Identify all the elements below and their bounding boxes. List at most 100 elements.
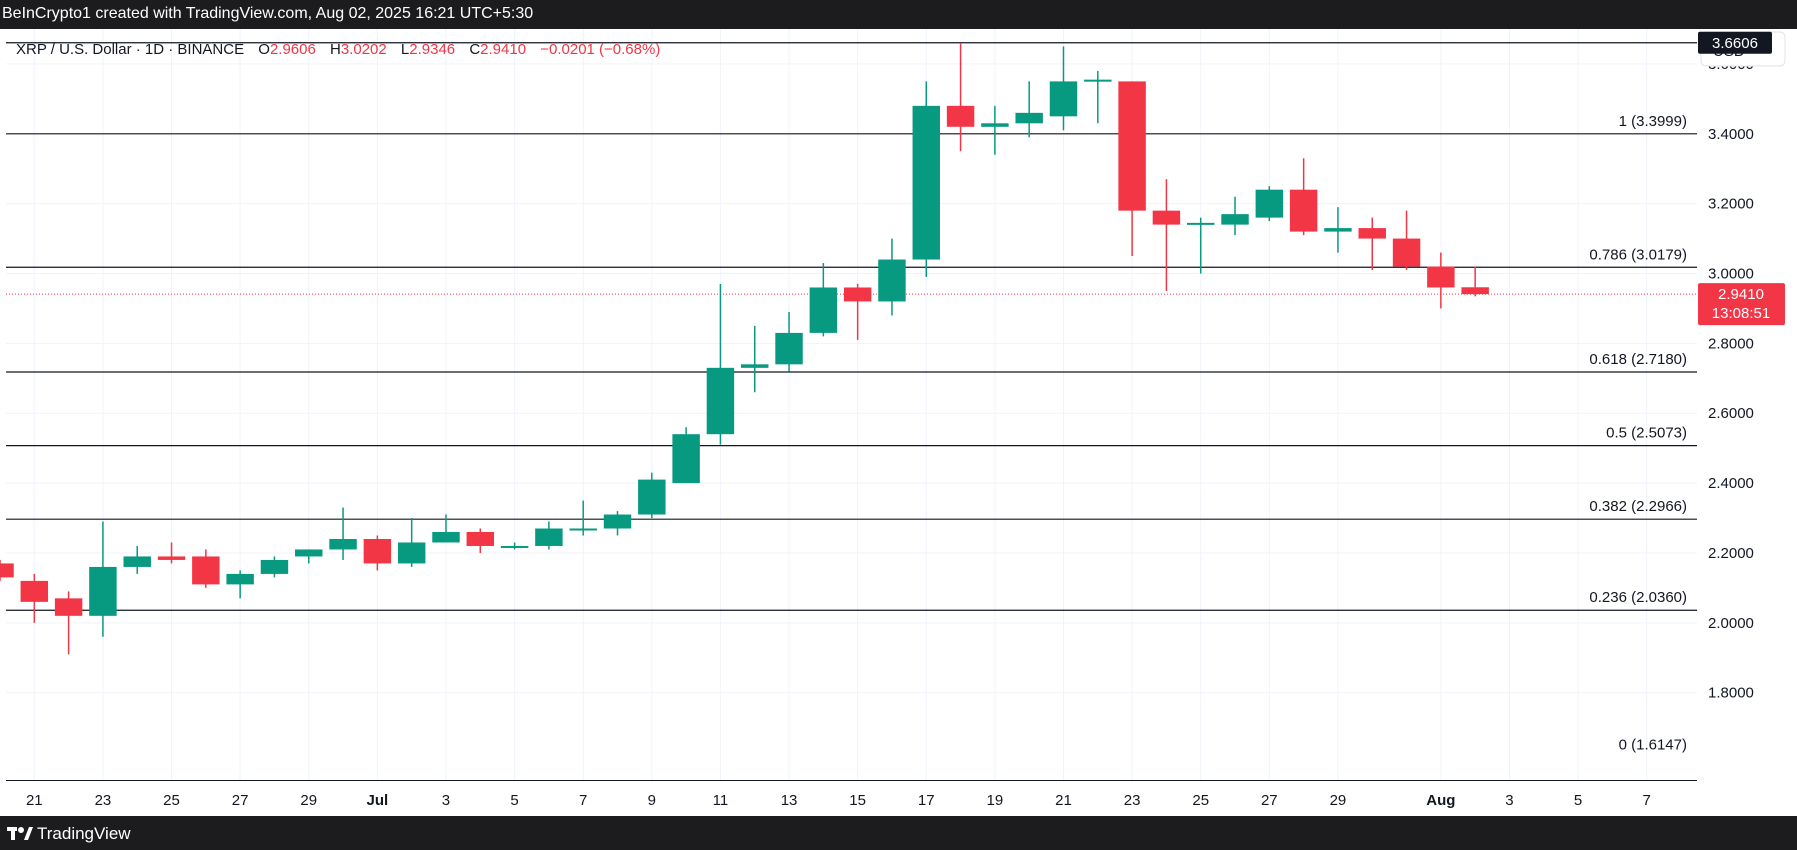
open-label: O <box>258 41 270 58</box>
candle <box>981 105 1009 155</box>
fib-level-label: 0.786 (3.0179) <box>1589 246 1687 263</box>
candle <box>946 42 975 152</box>
y-tick-label: 2.0000 <box>1708 615 1754 632</box>
candlestick-chart[interactable]: 1 (3.3999) 0.786 (3.0179) 0.618 (2.7180) 0.… <box>0 29 1797 816</box>
candle <box>1221 196 1249 236</box>
y-tick-label: 3.2000 <box>1708 196 1754 213</box>
close-value: 2.9410 <box>480 41 526 58</box>
candle-body <box>878 259 906 302</box>
fib-levels: 1 (3.3999) 0.786 (3.0179) 0.618 (2.7180) 0.… <box>6 42 1697 753</box>
tradingview-logo-icon <box>7 827 33 840</box>
candle-body <box>775 332 803 365</box>
change-value: −0.0201 (−0.68%) <box>540 41 660 58</box>
x-tick-label: 21 <box>1055 792 1072 809</box>
candle-body <box>638 479 666 515</box>
candle-body <box>1324 228 1352 232</box>
candle-body <box>89 566 117 616</box>
last-price-tag: 2.9410 13:08:51 <box>1698 283 1785 326</box>
candle <box>397 518 426 567</box>
fib-level-label: 0.5 (2.5073) <box>1606 425 1687 442</box>
x-tick-label: 27 <box>232 792 249 809</box>
high-label: H <box>330 41 341 58</box>
candle-body <box>123 556 151 567</box>
x-tick-label: Jul <box>367 792 389 809</box>
candle-body <box>1255 189 1284 218</box>
chart-credit: BeInCrypto1 created with TradingView.com… <box>2 5 534 22</box>
open-value: 2.9606 <box>270 41 316 58</box>
candle <box>1186 217 1215 274</box>
candle <box>775 311 803 372</box>
candle <box>1289 158 1318 236</box>
candle <box>1324 207 1352 253</box>
y-tick-label: 2.2000 <box>1708 545 1754 562</box>
chart-area[interactable]: 1 (3.3999) 0.786 (3.0179) 0.618 (2.7180) 0.… <box>0 29 1797 816</box>
candle <box>741 325 769 393</box>
fib-level-label: 1 (3.3999) <box>1619 113 1687 130</box>
fib-level-label: 0 (1.6147) <box>1619 736 1687 753</box>
branding-bar: TradingView <box>0 816 1797 850</box>
candle <box>1084 70 1112 124</box>
candle-body <box>946 105 975 127</box>
candle <box>226 570 254 599</box>
candle-body <box>1427 266 1455 288</box>
candle <box>878 238 906 316</box>
candle-body <box>981 123 1009 127</box>
symbol-name: XRP / U.S. Dollar · 1D · BINANCE <box>16 41 244 58</box>
x-tick-label: 5 <box>1574 792 1582 809</box>
candle <box>89 521 117 637</box>
candle-body <box>432 531 460 543</box>
fib-level-label: 0.236 (2.0360) <box>1589 589 1687 606</box>
candle-body <box>260 559 289 574</box>
y-tick-label: 2.4000 <box>1708 475 1754 492</box>
x-tick-label: 3 <box>442 792 450 809</box>
countdown-label: 13:08:51 <box>1712 305 1770 322</box>
candle-body <box>20 580 49 602</box>
y-tick-label: 2.8000 <box>1708 335 1754 352</box>
candle-body <box>500 545 529 548</box>
high-price-tag: 3.6606 <box>1698 31 1772 54</box>
candle-body <box>672 434 700 484</box>
candle-body <box>1084 79 1112 82</box>
close-label: C <box>469 41 480 58</box>
candle <box>535 521 563 550</box>
low-label: L <box>401 41 409 58</box>
candle <box>54 591 83 655</box>
candle-body <box>569 528 597 531</box>
x-tick-label: 11 <box>713 792 729 809</box>
candle-body <box>157 556 186 560</box>
candle <box>638 472 666 519</box>
candle-body <box>1358 228 1386 239</box>
candle-body <box>1118 81 1146 211</box>
candle <box>0 559 14 581</box>
candle <box>329 507 357 560</box>
x-tick-label: 21 <box>26 792 43 809</box>
x-tick-label: 13 <box>781 792 798 809</box>
candle-body <box>706 367 735 435</box>
candle-body <box>912 105 940 260</box>
candle <box>432 514 460 543</box>
x-tick-label: 5 <box>510 792 518 809</box>
candle <box>157 542 186 564</box>
candle <box>1358 217 1386 271</box>
x-tick-label: 7 <box>1643 792 1651 809</box>
candle <box>1049 46 1078 131</box>
x-tick-label: 3 <box>1505 792 1513 809</box>
x-tick-label: 27 <box>1261 792 1278 809</box>
candle <box>809 263 838 337</box>
y-tick-label: 1.8000 <box>1708 685 1754 702</box>
x-tick-label: 25 <box>1192 792 1209 809</box>
grid <box>6 29 1697 780</box>
candle <box>1461 266 1489 297</box>
candle-body <box>397 542 426 564</box>
candle <box>1255 186 1284 222</box>
candle-body <box>1186 222 1215 225</box>
candle-body <box>363 538 392 564</box>
high-price-label: 3.6606 <box>1712 35 1758 52</box>
candle-body <box>603 514 632 529</box>
x-tick-label: 29 <box>1330 792 1347 809</box>
candle-body <box>0 563 14 578</box>
candle <box>260 556 289 578</box>
candle <box>843 283 872 340</box>
candle <box>603 511 632 536</box>
x-tick-label: Aug <box>1426 792 1455 809</box>
